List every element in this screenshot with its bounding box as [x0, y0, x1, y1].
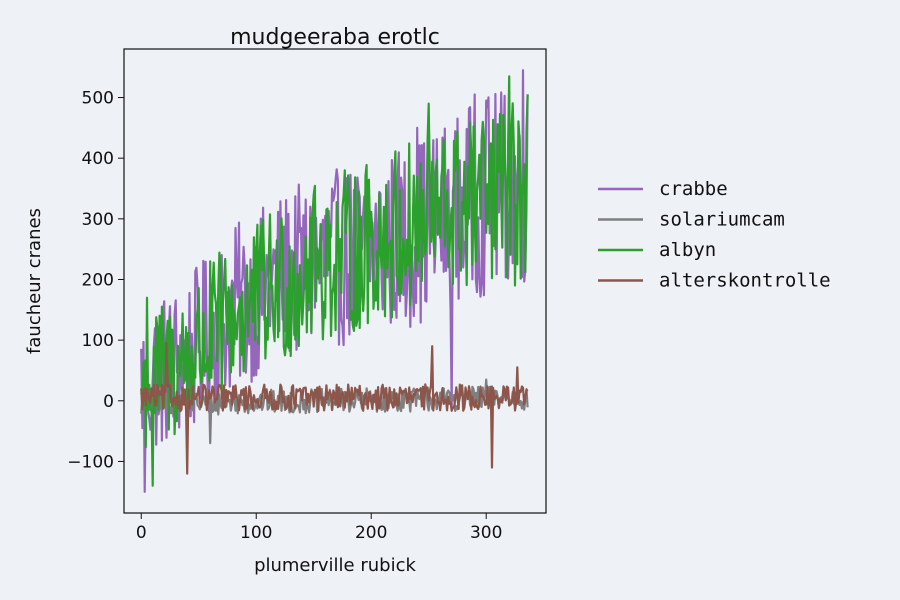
x-tick-label: 200 — [355, 523, 387, 543]
legend-item: crabbe — [598, 178, 728, 200]
legend-item: albyn — [598, 239, 716, 261]
y-tick-label: 300 — [82, 210, 114, 230]
series-line-albyn — [140, 75, 529, 487]
chart-title: mudgeeraba erotlc — [230, 25, 440, 50]
y-tick-label: 500 — [82, 89, 114, 109]
legend-label: crabbe — [659, 178, 728, 200]
legend-item: alterskontrolle — [598, 270, 831, 292]
x-tick-label: 300 — [470, 523, 502, 543]
legend: crabbe solariumcam albyn alterskontrolle — [598, 178, 831, 292]
x-tick-label: 100 — [240, 523, 272, 543]
series-line-crabbe — [140, 69, 529, 493]
ticks-layer: 0 100 200 300 −100 0 100 200 300 400 500 — [67, 89, 502, 543]
y-tick-label: 100 — [82, 331, 114, 351]
series-line-alterskontrolle — [140, 342, 529, 475]
legend-label: solariumcam — [659, 209, 785, 231]
y-tick-label: −100 — [67, 452, 114, 472]
x-tick-label: 0 — [136, 523, 147, 543]
y-tick-label: 200 — [82, 270, 114, 290]
plot-frame — [123, 48, 547, 514]
legend-item: solariumcam — [598, 209, 785, 231]
y-axis-label: faucheur cranes — [24, 208, 45, 354]
legend-label: albyn — [659, 239, 716, 261]
y-tick-label: 400 — [82, 149, 114, 169]
x-axis-label: plumerville rubick — [254, 555, 416, 576]
series-layer — [140, 69, 529, 493]
legend-label: alterskontrolle — [659, 270, 831, 292]
y-tick-label: 0 — [103, 392, 114, 412]
